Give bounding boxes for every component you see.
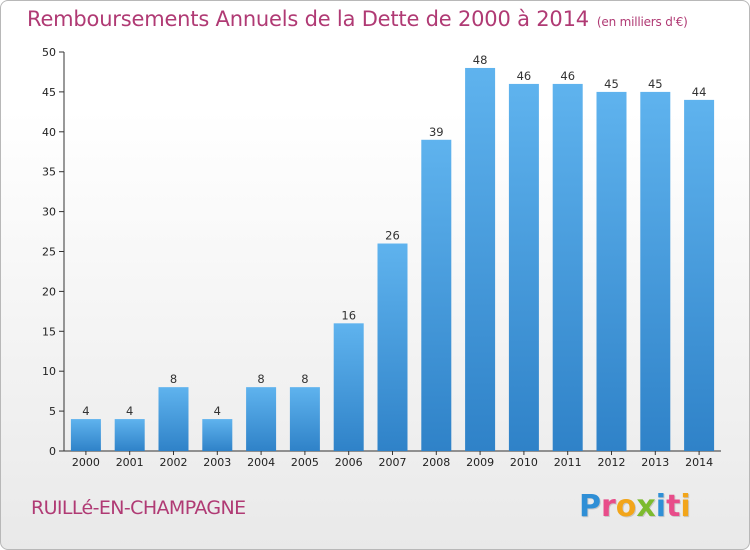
bar-value-label: 4	[126, 404, 133, 418]
bar-value-label: 8	[301, 372, 308, 386]
bar-value-label: 8	[170, 372, 177, 386]
bar[interactable]	[421, 139, 452, 451]
x-axis: 2000 2001 2002 2003 2004 2005 2006 2007 2008 2009…	[64, 450, 721, 469]
bar-value-label: 48	[473, 53, 488, 67]
y-tick-label: 40	[42, 126, 56, 139]
commune-name: RUILLé-EN-CHAMPAGNE	[31, 497, 246, 519]
bar-value-label: 45	[648, 77, 663, 91]
x-tick-label: 2014	[685, 456, 713, 469]
logo-letter: i	[680, 489, 691, 524]
y-tick-label: 5	[49, 405, 56, 418]
bar[interactable]	[333, 323, 364, 451]
logo-letter: P	[579, 489, 601, 524]
x-tick-label: 2002	[160, 456, 188, 469]
logo-letter: i	[655, 489, 667, 524]
bar[interactable]	[684, 99, 715, 451]
y-axis: 0 5 10 15 20 25 30 35 40 45 50	[42, 46, 65, 458]
bar-value-label: 45	[604, 77, 619, 91]
x-tick-label: 2013	[641, 456, 669, 469]
bar[interactable]	[465, 67, 496, 452]
bar-value-label: 16	[341, 308, 356, 322]
proxiti-logo[interactable]: Proxiti	[579, 489, 691, 524]
y-tick-label: 25	[42, 246, 56, 259]
bar[interactable]	[202, 419, 233, 451]
bar[interactable]	[596, 91, 627, 452]
bars	[70, 67, 715, 452]
x-tick-label: 2001	[116, 456, 144, 469]
x-tick-label: 2005	[291, 456, 319, 469]
bar[interactable]	[246, 387, 277, 451]
y-tick-label: 30	[42, 206, 56, 219]
bar[interactable]	[289, 387, 320, 451]
x-tick-label: 2007	[379, 456, 407, 469]
bar-value-label: 26	[385, 229, 400, 243]
bar[interactable]	[640, 91, 671, 452]
bar-value-label: 4	[214, 404, 221, 418]
logo-letter: t	[666, 489, 681, 524]
y-tick-label: 45	[42, 86, 56, 99]
chart-title: Remboursements Annuels de la Dette de 20…	[27, 7, 688, 31]
bar[interactable]	[508, 83, 539, 452]
x-tick-label: 2009	[466, 456, 494, 469]
x-tick-label: 2011	[554, 456, 582, 469]
y-tick-label: 20	[42, 285, 56, 298]
y-tick-label: 15	[42, 325, 56, 338]
bar-value-label: 39	[429, 125, 444, 139]
bar[interactable]	[552, 83, 583, 452]
x-tick-label: 2003	[203, 456, 231, 469]
bar-value-label: 46	[517, 69, 532, 83]
logo-letter: x	[636, 489, 656, 524]
bar[interactable]	[70, 419, 101, 451]
y-tick-label: 0	[49, 445, 56, 458]
bar-value-label: 46	[560, 69, 575, 83]
x-tick-label: 2006	[335, 456, 363, 469]
logo-letter: r	[601, 489, 616, 524]
x-tick-label: 2004	[247, 456, 275, 469]
bar-value-label: 4	[82, 404, 89, 418]
y-tick-label: 50	[42, 46, 56, 59]
bar[interactable]	[114, 419, 145, 451]
bar-value-label: 8	[257, 372, 264, 386]
bar[interactable]	[158, 387, 189, 451]
chart-title-text: Remboursements Annuels de la Dette de 20…	[27, 7, 589, 31]
bar-value-label: 44	[692, 85, 707, 99]
chart-unit: (en milliers d'€)	[596, 15, 688, 29]
x-tick-label: 2010	[510, 456, 538, 469]
y-tick-label: 35	[42, 166, 56, 179]
x-tick-label: 2000	[72, 456, 100, 469]
x-tick-label: 2008	[422, 456, 450, 469]
logo-letter: o	[615, 489, 637, 524]
y-tick-label: 10	[42, 365, 56, 378]
x-tick-label: 2012	[598, 456, 626, 469]
bar[interactable]	[377, 243, 408, 451]
